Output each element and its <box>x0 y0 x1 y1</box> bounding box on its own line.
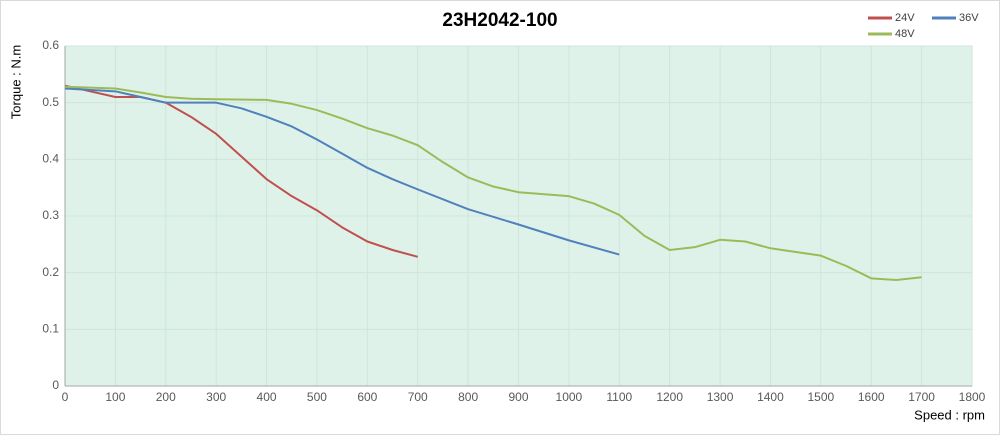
x-tick-label: 1700 <box>908 390 935 404</box>
x-tick-label: 100 <box>105 390 125 404</box>
x-tick-label: 1100 <box>606 390 632 404</box>
series-line <box>64 85 922 282</box>
x-tick-label: 1600 <box>858 390 885 404</box>
x-tick-label: 900 <box>508 390 528 404</box>
x-tick-label: 700 <box>408 390 428 404</box>
x-tick-label: 400 <box>257 390 277 404</box>
x-tick-label: 800 <box>458 390 478 404</box>
plot-area <box>64 45 973 387</box>
y-tick-label: 0.6 <box>42 38 59 52</box>
series-line <box>64 87 620 256</box>
chart-title: 23H2042-100 <box>442 10 557 31</box>
y-tick-label: 0.3 <box>42 208 59 222</box>
y-axis-label: Torque : N.m <box>8 45 23 119</box>
y-tick-label: 0.1 <box>42 322 59 336</box>
y-tick-label: 0.5 <box>42 95 59 109</box>
y-tick-label: 0 <box>52 378 59 392</box>
x-tick-label: 500 <box>307 390 327 404</box>
x-tick-label: 1400 <box>757 390 784 404</box>
x-tick-label: 1800 <box>959 390 986 404</box>
y-tick-label: 0.2 <box>42 265 59 279</box>
x-axis-label: Speed : rpm <box>914 407 985 422</box>
legend-label: 36V <box>959 12 979 24</box>
x-tick-label: 1300 <box>707 390 734 404</box>
y-tick-label: 0.4 <box>42 152 59 166</box>
x-tick-label: 1200 <box>656 390 683 404</box>
x-tick-label: 600 <box>357 390 377 404</box>
series-line <box>64 84 418 258</box>
x-tick-label: 1000 <box>556 390 583 404</box>
x-tick-label: 300 <box>206 390 226 404</box>
x-tick-label: 0 <box>62 390 69 404</box>
x-tick-label: 200 <box>156 390 176 404</box>
x-tick-label: 1500 <box>807 390 834 404</box>
legend-label: 48V <box>895 28 915 40</box>
legend-label: 24V <box>895 12 915 24</box>
